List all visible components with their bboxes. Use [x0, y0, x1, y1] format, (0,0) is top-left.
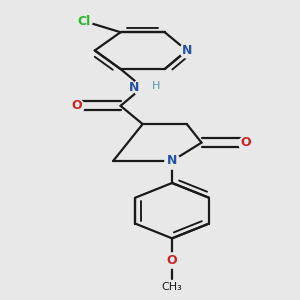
Text: O: O — [240, 136, 251, 149]
Text: CH₃: CH₃ — [162, 282, 182, 292]
Text: N: N — [129, 81, 139, 94]
Text: N: N — [182, 44, 192, 57]
Text: O: O — [71, 99, 82, 112]
Text: O: O — [167, 254, 177, 267]
Text: N: N — [167, 154, 177, 167]
Text: Cl: Cl — [77, 14, 90, 28]
Text: H: H — [152, 81, 160, 91]
